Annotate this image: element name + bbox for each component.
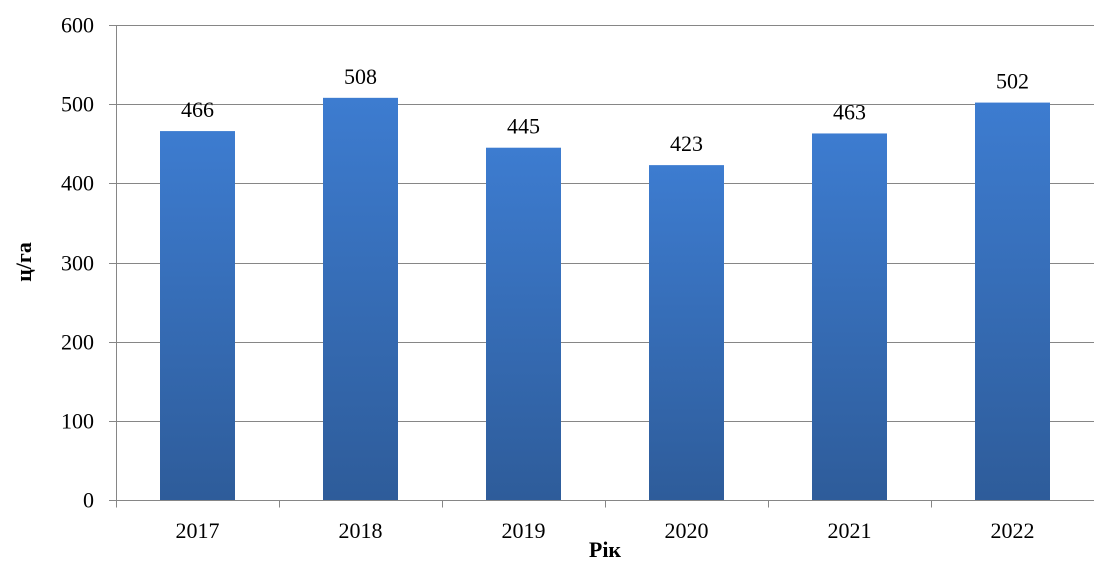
- y-tick-label: 0: [83, 488, 94, 513]
- bar-2019: [486, 148, 561, 500]
- y-tick-label: 600: [61, 13, 94, 38]
- bar-2021: [812, 133, 887, 500]
- y-tick-label: 300: [61, 251, 94, 276]
- x-tick-label-2019: 2019: [502, 518, 546, 543]
- x-tick-label-2020: 2020: [665, 518, 709, 543]
- y-tick-label: 100: [61, 409, 94, 434]
- data-label-2022: 502: [996, 69, 1029, 94]
- x-tick-label-2018: 2018: [339, 518, 383, 543]
- y-tick-label: 500: [61, 92, 94, 117]
- bar-2020: [649, 165, 724, 500]
- x-tick-label-2022: 2022: [991, 518, 1035, 543]
- data-label-2017: 466: [181, 97, 214, 122]
- y-tick-label: 400: [61, 171, 94, 196]
- x-tick-label-2017: 2017: [176, 518, 220, 543]
- data-label-2020: 423: [670, 131, 703, 156]
- bar-2022: [975, 103, 1050, 500]
- x-tick-label-2021: 2021: [828, 518, 872, 543]
- y-axis-title: ц/га: [11, 242, 36, 282]
- x-axis-title: Рік: [589, 537, 622, 562]
- data-label-2019: 445: [507, 114, 540, 139]
- axes: [109, 25, 1094, 508]
- bar-2017: [160, 131, 235, 500]
- bar-2018: [323, 98, 398, 500]
- bars: [160, 98, 1050, 500]
- gridlines: [116, 26, 1094, 422]
- data-label-2021: 463: [833, 99, 866, 124]
- data-label-2018: 508: [344, 64, 377, 89]
- y-tick-label: 200: [61, 330, 94, 355]
